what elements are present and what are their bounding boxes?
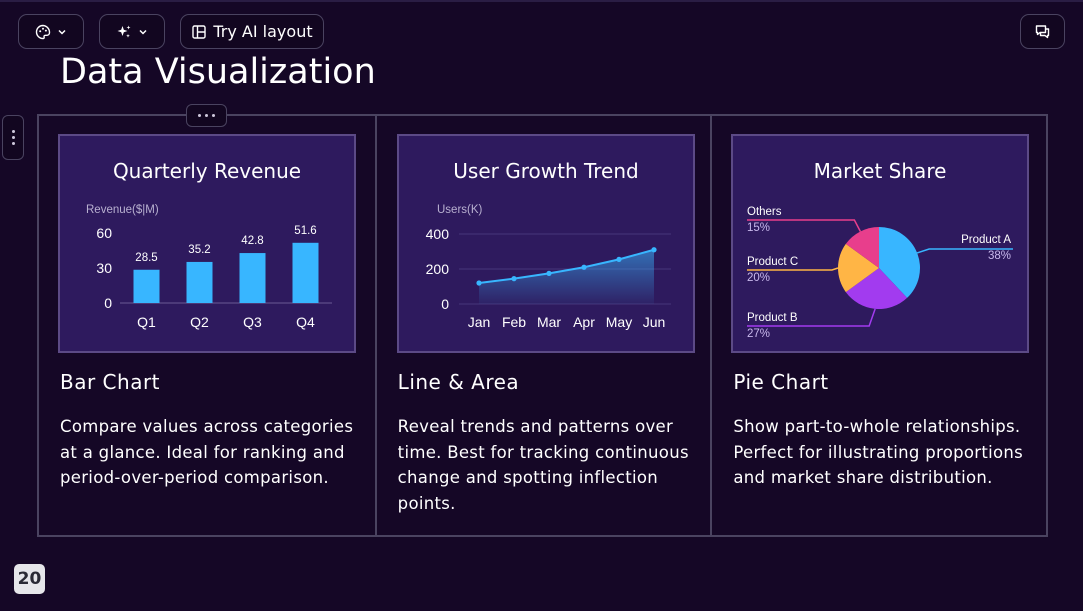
chart-title: User Growth Trend — [453, 159, 638, 183]
slice-label: Product A — [961, 234, 1011, 246]
slice-percent: 15% — [747, 222, 770, 234]
theme-button[interactable] — [18, 14, 84, 49]
comment-button[interactable] — [1020, 14, 1065, 49]
y-tick-label: 0 — [441, 296, 449, 312]
slice-label: Others — [747, 206, 782, 218]
data-point — [546, 270, 552, 276]
bar — [186, 261, 213, 303]
x-tick-label: Mar — [537, 314, 561, 330]
x-tick-label: Q4 — [296, 314, 315, 330]
slice-label: Product C — [747, 256, 798, 268]
page-number-badge: 20 — [14, 564, 45, 594]
y-axis-label: Revenue($|M) — [86, 204, 159, 216]
pie-chart-card[interactable]: Market Share Product A 38% Product B 27% Pro… — [710, 116, 1046, 535]
x-tick-label: Feb — [502, 314, 526, 330]
slice-percent: 38% — [988, 250, 1011, 262]
x-tick-label: Jan — [467, 314, 490, 330]
data-point — [651, 247, 657, 253]
data-point — [511, 276, 517, 282]
data-label: 51.6 — [294, 225, 316, 237]
y-axis-label: Users(K) — [437, 204, 483, 216]
card-grid: Quarterly Revenue Revenue($|M) 0 30 60 28.5… — [37, 114, 1048, 537]
chevron-down-icon — [139, 29, 147, 35]
card-title: Bar Chart — [60, 370, 161, 394]
bar-chart-panel: Quarterly Revenue Revenue($|M) 0 30 60 28.5… — [58, 134, 356, 353]
x-tick-label: Q2 — [190, 314, 209, 330]
comment-icon — [1035, 25, 1050, 39]
data-point — [476, 280, 482, 286]
layout-icon — [192, 24, 207, 39]
y-tick-label: 60 — [96, 225, 112, 241]
chevron-down-icon — [58, 29, 66, 35]
palette-icon — [35, 24, 51, 39]
pie-slice — [846, 268, 908, 309]
ai-assist-button[interactable] — [99, 14, 165, 49]
leader-line — [747, 219, 862, 232]
line-chart-panel: User Growth Trend Users(K) 0 200 400 Jan Feb… — [396, 134, 695, 353]
bar-chart-card[interactable]: Quarterly Revenue Revenue($|M) 0 30 60 28.5… — [39, 116, 375, 535]
try-ai-layout-label: Try AI layout — [213, 22, 313, 41]
data-label: 35.2 — [188, 244, 210, 256]
pie-slice — [879, 227, 921, 298]
data-point — [581, 264, 587, 270]
slice-percent: 27% — [747, 328, 770, 340]
bar-chart: Quarterly Revenue Revenue($|M) 0 30 60 28.5… — [86, 159, 332, 330]
slice-label: Product B — [747, 312, 798, 324]
card-description: Show part-to-whole relationships. Perfec… — [733, 417, 1024, 487]
data-point — [616, 256, 622, 262]
leader-line — [747, 308, 877, 327]
area-fill — [478, 249, 654, 304]
x-tick-label: Q1 — [137, 314, 156, 330]
x-tick-label: Jun — [642, 314, 665, 330]
chart-title: Market Share — [814, 159, 947, 183]
bar — [133, 269, 160, 303]
drag-handle[interactable] — [2, 115, 24, 160]
pie-slice — [838, 243, 880, 293]
card-description: Compare values across categories at a gl… — [60, 417, 354, 487]
leader-line — [917, 248, 1014, 254]
leader-line — [747, 267, 839, 271]
y-tick-label: 0 — [104, 295, 112, 311]
pie-chart: Market Share Product A 38% Product B 27% Pro… — [747, 159, 1014, 340]
top-border — [0, 0, 1083, 2]
chart-title: Quarterly Revenue — [113, 159, 301, 183]
bar — [292, 242, 319, 303]
line-chart-card[interactable]: User Growth Trend Users(K) 0 200 400 Jan Feb… — [374, 116, 711, 535]
x-tick-label: May — [605, 314, 631, 330]
data-label: 28.5 — [135, 252, 157, 264]
card-title: Pie Chart — [733, 370, 829, 394]
page-title: Data Visualization — [60, 52, 376, 92]
y-tick-label: 400 — [425, 226, 449, 242]
try-ai-layout-button[interactable]: Try AI layout — [180, 14, 324, 49]
card-description: Reveal trends and patterns over time. Be… — [397, 417, 689, 513]
x-tick-label: Q3 — [243, 314, 262, 330]
series-line — [478, 248, 654, 284]
more-options-handle[interactable] — [186, 104, 227, 127]
pie-slice — [846, 227, 880, 268]
data-label: 42.8 — [241, 235, 263, 247]
card-title: Line & Area — [397, 370, 520, 394]
y-tick-label: 30 — [96, 260, 112, 276]
line-chart: User Growth Trend Users(K) 0 200 400 Jan Feb… — [425, 159, 671, 330]
slice-percent: 20% — [747, 272, 770, 284]
sparkle-icon — [117, 25, 131, 38]
x-tick-label: Apr — [573, 314, 595, 330]
y-tick-label: 200 — [425, 261, 449, 277]
bar — [239, 253, 266, 303]
pie-chart-panel: Market Share Product A 38% Product B 27% Pro… — [731, 134, 1030, 353]
